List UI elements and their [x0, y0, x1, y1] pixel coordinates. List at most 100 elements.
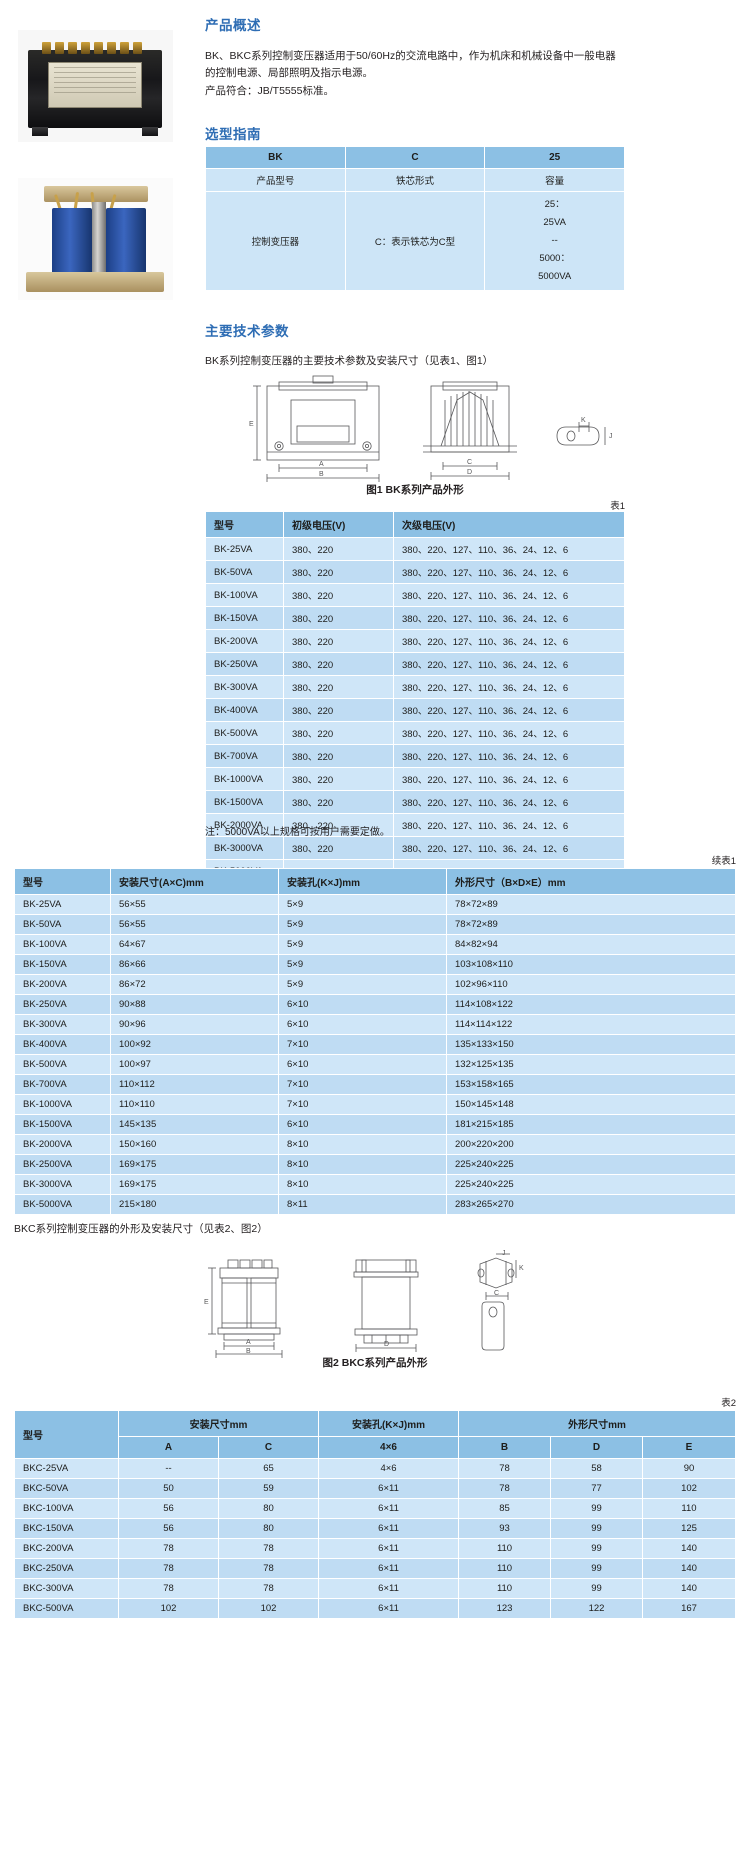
figure2-drawings: E A B D C K J: [150, 1248, 600, 1358]
table1-cont-bk-dimensions: 型号 安装尺寸(A×C)mm 安装孔(K×J)mm 外形尺寸（B×D×E）mm BK-…: [14, 868, 736, 1215]
figure1-dim-k: K: [581, 417, 586, 424]
table2-sub-col-2: 4×6: [318, 1436, 460, 1459]
table1-cont-col-0: 型号: [14, 868, 111, 895]
figure2-dim-k: K: [519, 1265, 524, 1272]
table2-cell: 110: [458, 1558, 552, 1579]
table2-group-col-2: 安装孔(K×J)mm: [318, 1410, 460, 1437]
table1-cell: 380、220: [283, 790, 394, 814]
table2-cell: 6×11: [318, 1518, 460, 1539]
table2-group-col-3: 外形尺寸mm: [458, 1410, 736, 1437]
table2-group-col-1: 安装尺寸mm: [117, 1410, 320, 1437]
table1-cont-cell: 56×55: [110, 914, 279, 935]
table1-cont-cell: 200×220×200: [446, 1134, 736, 1155]
table-row: BK-2000VA 380、220 380、220、127、110、36、24、12…: [205, 813, 625, 837]
table2-cell: 78: [118, 1578, 219, 1599]
table2-sub-col-5: E: [642, 1436, 736, 1459]
table1-cont-cell: 225×240×225: [446, 1154, 736, 1175]
table1-cell: 380、220: [283, 606, 394, 630]
table1-cont-cell: 135×133×150: [446, 1034, 736, 1055]
table2-bkc-dimensions: 型号 安装尺寸mm 安装孔(K×J)mm 外形尺寸mm A C 4×6 B D E BKC-25…: [14, 1410, 736, 1619]
table1-cont-cell: 110×110: [110, 1094, 279, 1115]
table1-col-2: 次级电压(V): [393, 511, 625, 538]
table1-cont-header-row: 型号 安装尺寸(A×C)mm 安装孔(K×J)mm 外形尺寸（B×D×E）mm: [14, 868, 736, 895]
figure1-caption: 图1 BK系列产品外形: [366, 484, 464, 496]
figure2-caption: 图2 BKC系列产品外形: [322, 1357, 428, 1369]
table2-cell: 78: [217, 1578, 320, 1599]
table1-cont-cell: BK-400VA: [14, 1034, 111, 1055]
table2-sub-col-3: B: [458, 1436, 552, 1459]
table2-cell: 102: [217, 1598, 320, 1619]
figure2-dim-e: E: [204, 1299, 209, 1306]
table2-cell: 6×11: [318, 1538, 460, 1559]
table2-cell: 65: [217, 1458, 320, 1479]
table1-cell: BK-2000VA: [205, 813, 284, 837]
table1-cont-cell: BK-50VA: [14, 914, 111, 935]
table-row: BK-150VA 380、220 380、220、127、110、36、24、12、…: [205, 606, 625, 630]
table-row: BKC-50VA 50 59 6×11 78 77 102: [14, 1478, 736, 1499]
table2-cell: 78: [217, 1558, 320, 1579]
table-row: BK-25VA 380、220 380、220、127、110、36、24、12、6: [205, 537, 625, 561]
table2-cell: 58: [550, 1458, 644, 1479]
table1-cell: 380、220: [283, 652, 394, 676]
table-row: BK-500VA 100×97 6×10 132×125×135: [14, 1054, 736, 1075]
table2-cell: 99: [550, 1538, 644, 1559]
table1-cont-cell: 84×82×94: [446, 934, 736, 955]
table2-cell: 4×6: [318, 1458, 460, 1479]
table2-cell: 6×11: [318, 1578, 460, 1599]
table1-cell: 380、220、127、110、36、24、12、6: [393, 767, 625, 791]
table1-cont-cell: 86×72: [110, 974, 279, 995]
table-row: BK-1000VA 110×110 7×10 150×145×148: [14, 1094, 736, 1115]
table1-label: 表1: [610, 501, 625, 512]
table1-cont-cell: 5×9: [278, 954, 447, 975]
table1-cont-cell: 6×10: [278, 1054, 447, 1075]
table1-cont-cell: BK-2500VA: [14, 1154, 111, 1175]
table-row: BK-150VA 86×66 5×9 103×108×110: [14, 954, 736, 975]
table1-note: 注：5000VA以上规格可按用户需要定做。: [205, 827, 390, 838]
table2-col-model: 型号: [14, 1410, 119, 1459]
selection-code-bk: BK: [205, 146, 346, 169]
table1-cell: BK-400VA: [205, 698, 284, 722]
table1-cell: 380、220、127、110、36、24、12、6: [393, 836, 625, 860]
table1-cont-cell: 5×9: [278, 934, 447, 955]
table-row: BK-400VA 380、220 380、220、127、110、36、24、12、…: [205, 698, 625, 722]
table1-cont-cell: 283×265×270: [446, 1194, 736, 1215]
table2-cell: 99: [550, 1558, 644, 1579]
table1-cont-cell: 114×108×122: [446, 994, 736, 1015]
figure1-dim-c: C: [467, 459, 472, 466]
table1-cont-cell: 6×10: [278, 1014, 447, 1035]
table1-cont-cell: 225×240×225: [446, 1174, 736, 1195]
table-row: BK-200VA 86×72 5×9 102×96×110: [14, 974, 736, 995]
figure1-dim-a: A: [319, 461, 324, 468]
table1-cont-cell: 114×114×122: [446, 1014, 736, 1035]
selection-capacity-line: 5000：: [539, 253, 570, 265]
table-row: BK-3000VA 380、220 380、220、127、110、36、24、12…: [205, 836, 625, 860]
table-row: BK-300VA 90×96 6×10 114×114×122: [14, 1014, 736, 1035]
table1-cell: 380、220: [283, 583, 394, 607]
table2-cell: 78: [458, 1478, 552, 1499]
table1-cont-cell: 5×9: [278, 974, 447, 995]
selection-value-model: 控制变压器: [205, 190, 346, 292]
table1-cont-cell: 78×72×89: [446, 914, 736, 935]
table1-cont-cell: 90×96: [110, 1014, 279, 1035]
table1-cont-cell: 5×9: [278, 894, 447, 915]
table1-cell: BK-25VA: [205, 537, 284, 561]
overview-paragraph-2: 产品符合：JB/T5555标准。: [205, 84, 334, 97]
table-row: BK-300VA 380、220 380、220、127、110、36、24、12、…: [205, 675, 625, 699]
table1-cont-cell: BK-5000VA: [14, 1194, 111, 1215]
figure2-dim-c: C: [494, 1290, 499, 1297]
table1-cell: 380、220: [283, 698, 394, 722]
table2-sub-header-row: A C 4×6 B D E: [15, 1436, 736, 1459]
table1-bk-voltage-specs: 型号 初级电压(V) 次级电压(V) BK-25VA 380、220 380、220、1…: [205, 511, 625, 883]
table1-cont-cell: BK-1000VA: [14, 1094, 111, 1115]
table1-cont-cell: 100×97: [110, 1054, 279, 1075]
table1-col-1: 初级电压(V): [283, 511, 394, 538]
table1-cell: BK-3000VA: [205, 836, 284, 860]
table1-cont-cell: 103×108×110: [446, 954, 736, 975]
table1-cell: 380、220: [283, 560, 394, 584]
product-photo-bk-transformer: [18, 30, 173, 142]
table1-cell: 380、220、127、110、36、24、12、6: [393, 606, 625, 630]
selection-label-capacity: 容量: [484, 168, 625, 192]
table1-cell: 380、220、127、110、36、24、12、6: [393, 629, 625, 653]
table2-cell: 56: [118, 1518, 219, 1539]
